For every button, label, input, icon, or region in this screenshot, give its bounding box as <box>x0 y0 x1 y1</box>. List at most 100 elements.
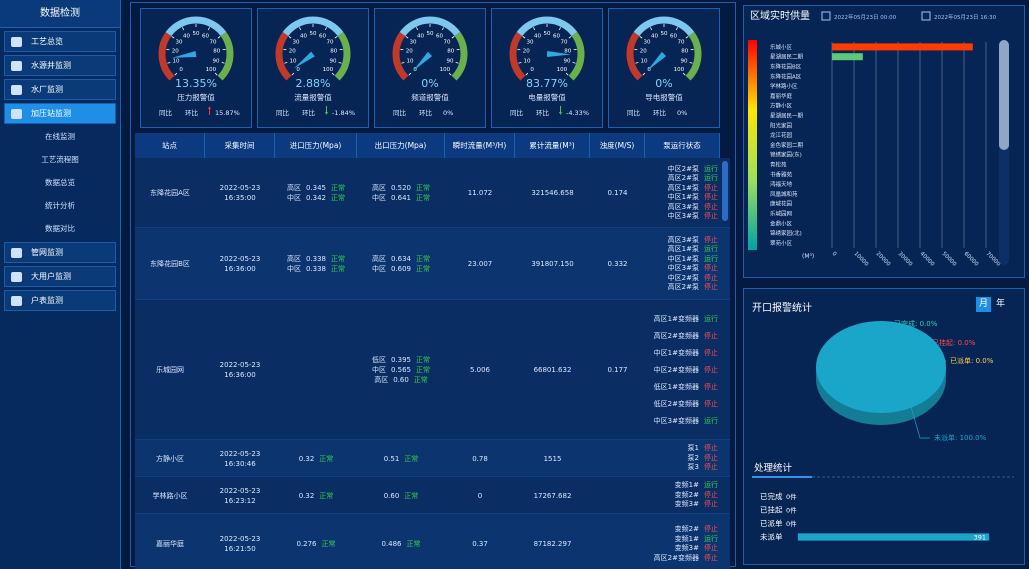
gauge-band <box>158 31 175 81</box>
pressure-line: 中区 0.338 正常 <box>287 264 345 274</box>
zone: 高区 <box>371 255 386 263</box>
y-tick-label: 鸿福天地 <box>770 180 793 188</box>
stat-label: 已完成 <box>760 491 783 501</box>
gauge-tick-label: 100 <box>323 67 334 73</box>
table-cell: 高区 0.520 正常 中区 0.641 正常 <box>357 158 445 228</box>
bar-value-label: 0件 <box>786 506 797 515</box>
table-row: 东降花园A区 2022-05-23 16:35:00 高区 0.345 正常 中区 0.34… <box>135 158 730 228</box>
label-line <box>886 322 928 344</box>
menu-label: 水源井监测 <box>31 61 71 70</box>
pump-name: 高区1#泵 <box>667 245 699 253</box>
pump-line: 中区2#变频器 停止 <box>654 362 718 379</box>
gauge-tick-label: 40 <box>183 33 190 39</box>
gauge-band <box>282 16 344 37</box>
table-row: 乐城园网 2022-05-23 16:36:00 低区 0.395 正常 中区 0.565 正… <box>135 300 730 440</box>
gauge-tick-label: 60 <box>553 33 560 39</box>
y-tick-label: 龙江花园 <box>770 131 793 139</box>
gauge-band <box>516 16 578 37</box>
change-arrow <box>325 112 328 115</box>
gauge-tick-label: 70 <box>326 40 333 46</box>
gauge-card: 0 10 20 30 40 50 60 70 80 90 100 83.77% 电量报警值 同比 环比 -4.… <box>491 8 603 128</box>
table-header[interactable]: 采集时间 <box>205 133 275 158</box>
table-header[interactable]: 站点 <box>135 133 205 158</box>
gauge-needle <box>647 51 667 71</box>
zone: 中区 <box>371 194 386 202</box>
pressure-line: 0.51 正常 <box>384 454 419 464</box>
table-cell: 东降花园B区 <box>150 260 190 268</box>
pump-line: 高区2#泵 运行 <box>668 174 718 184</box>
menu-item[interactable]: 水厂监测 <box>4 79 116 100</box>
period-toggle[interactable]: 年 <box>995 299 1005 309</box>
submenu-item[interactable]: 数据总览 <box>45 178 75 187</box>
gauge-value: 0% <box>655 77 672 90</box>
gauge-tick <box>284 61 288 64</box>
menu-item[interactable]: 工艺总览 <box>4 31 116 52</box>
pump-line: 高区2#变频器 停止 <box>654 554 718 564</box>
pump-name: 变频1# <box>674 534 699 543</box>
pump-name: 高区2#泵 <box>667 283 699 291</box>
submenu-item[interactable]: 数据对比 <box>45 224 75 233</box>
pump-state: 停止 <box>704 283 718 291</box>
table-cell: 0.332 <box>607 260 628 268</box>
gauge-tick-label: 20 <box>640 49 647 55</box>
table-cell: 0.486 正常 <box>357 514 445 569</box>
gauge-tick <box>650 27 653 31</box>
table-header[interactable]: 瞬时流量(M³/H) <box>445 133 515 158</box>
gauge-tick-label: 90 <box>680 58 687 64</box>
pump-state: 运行 <box>704 416 718 425</box>
menu-item[interactable]: 加压站监测 <box>4 103 116 124</box>
table-cell: 321546.658 <box>531 189 574 197</box>
pressure-line: 中区 0.641 正常 <box>372 193 430 203</box>
zone: 中区 <box>371 366 386 374</box>
gauge-compare: 同比 <box>159 108 173 117</box>
y-tick-label: 金色家园二期 <box>770 141 804 149</box>
table-cell: 0.32 正常 <box>275 477 357 514</box>
gauge-tick-label: 0 <box>296 67 300 73</box>
gauge-tick <box>299 27 302 31</box>
menu-item[interactable]: 户表监测 <box>4 290 116 311</box>
table-cell: 2022-05-23 16:30:46 <box>219 449 261 468</box>
table-header[interactable]: 浊度(M/S) <box>590 133 645 158</box>
menu-icon <box>11 61 22 71</box>
table-header[interactable]: 出口压力(Mpa) <box>357 133 445 158</box>
gauge-change: 15.87% <box>215 109 240 117</box>
x-tick-label: 0 <box>831 251 838 258</box>
gauge-ratio: 环比 <box>302 108 316 117</box>
pressure-line: 低区 0.395 正常 <box>372 355 430 365</box>
gauge-tick <box>685 36 689 39</box>
gauge-tick-label: 50 <box>310 31 317 37</box>
date-icon <box>821 11 831 21</box>
status: 正常 <box>321 540 336 548</box>
submenu-item[interactable]: 统计分析 <box>45 201 75 210</box>
table-header[interactable]: 进口压力(Mpa) <box>275 133 357 158</box>
pump-line: 中区2#泵 运行 <box>668 165 718 175</box>
x-tick-label: 50000 <box>941 251 958 268</box>
menu-item[interactable]: 大用户监测 <box>4 266 116 287</box>
pressure-line: 0.32 正常 <box>299 491 334 501</box>
status: 正常 <box>416 255 431 263</box>
pump-line: 变频2# 停止 <box>675 525 718 535</box>
period-toggle[interactable]: 月 <box>976 297 991 312</box>
menu-icon <box>11 109 22 119</box>
pressure-line: 0.32 正常 <box>299 454 334 464</box>
menu-label: 户表监测 <box>31 296 63 305</box>
table-cell: 0.276 正常 <box>275 514 357 569</box>
gauge-change: -1.84% <box>332 109 355 117</box>
table-cell: 嘉丽华庭 <box>156 540 184 548</box>
table-header[interactable]: 泵运行状态 <box>645 133 720 158</box>
submenu-item[interactable]: 在线监测 <box>45 132 75 141</box>
pump-state: 停止 <box>704 193 718 201</box>
table-cell: 高区3#泵 停止 高区1#泵 运行 中区1#泵 运行 中区3#泵 停止 中区2#泵 停止 高区2#泵… <box>645 228 720 300</box>
table-cell: 变频2# 停止 变频1# 运行 变频3# 停止 高区2#变频器 停止 <box>645 514 720 569</box>
gauge-tick <box>533 27 536 31</box>
table-header[interactable]: 累计流量(M³) <box>515 133 590 158</box>
menu-item[interactable]: 管网监测 <box>4 242 116 263</box>
sidebar-title: 数据检测 <box>0 0 120 28</box>
gauge-tick <box>221 61 225 64</box>
gauge-tick <box>338 61 342 64</box>
table-cell: 泵1 停止 泵2 停止 泵3 停止 <box>645 440 720 477</box>
label-line <box>886 322 946 362</box>
menu-item[interactable]: 水源井监测 <box>4 55 116 76</box>
zone: 中区 <box>371 265 386 273</box>
submenu-item[interactable]: 工艺流程图 <box>41 155 79 164</box>
